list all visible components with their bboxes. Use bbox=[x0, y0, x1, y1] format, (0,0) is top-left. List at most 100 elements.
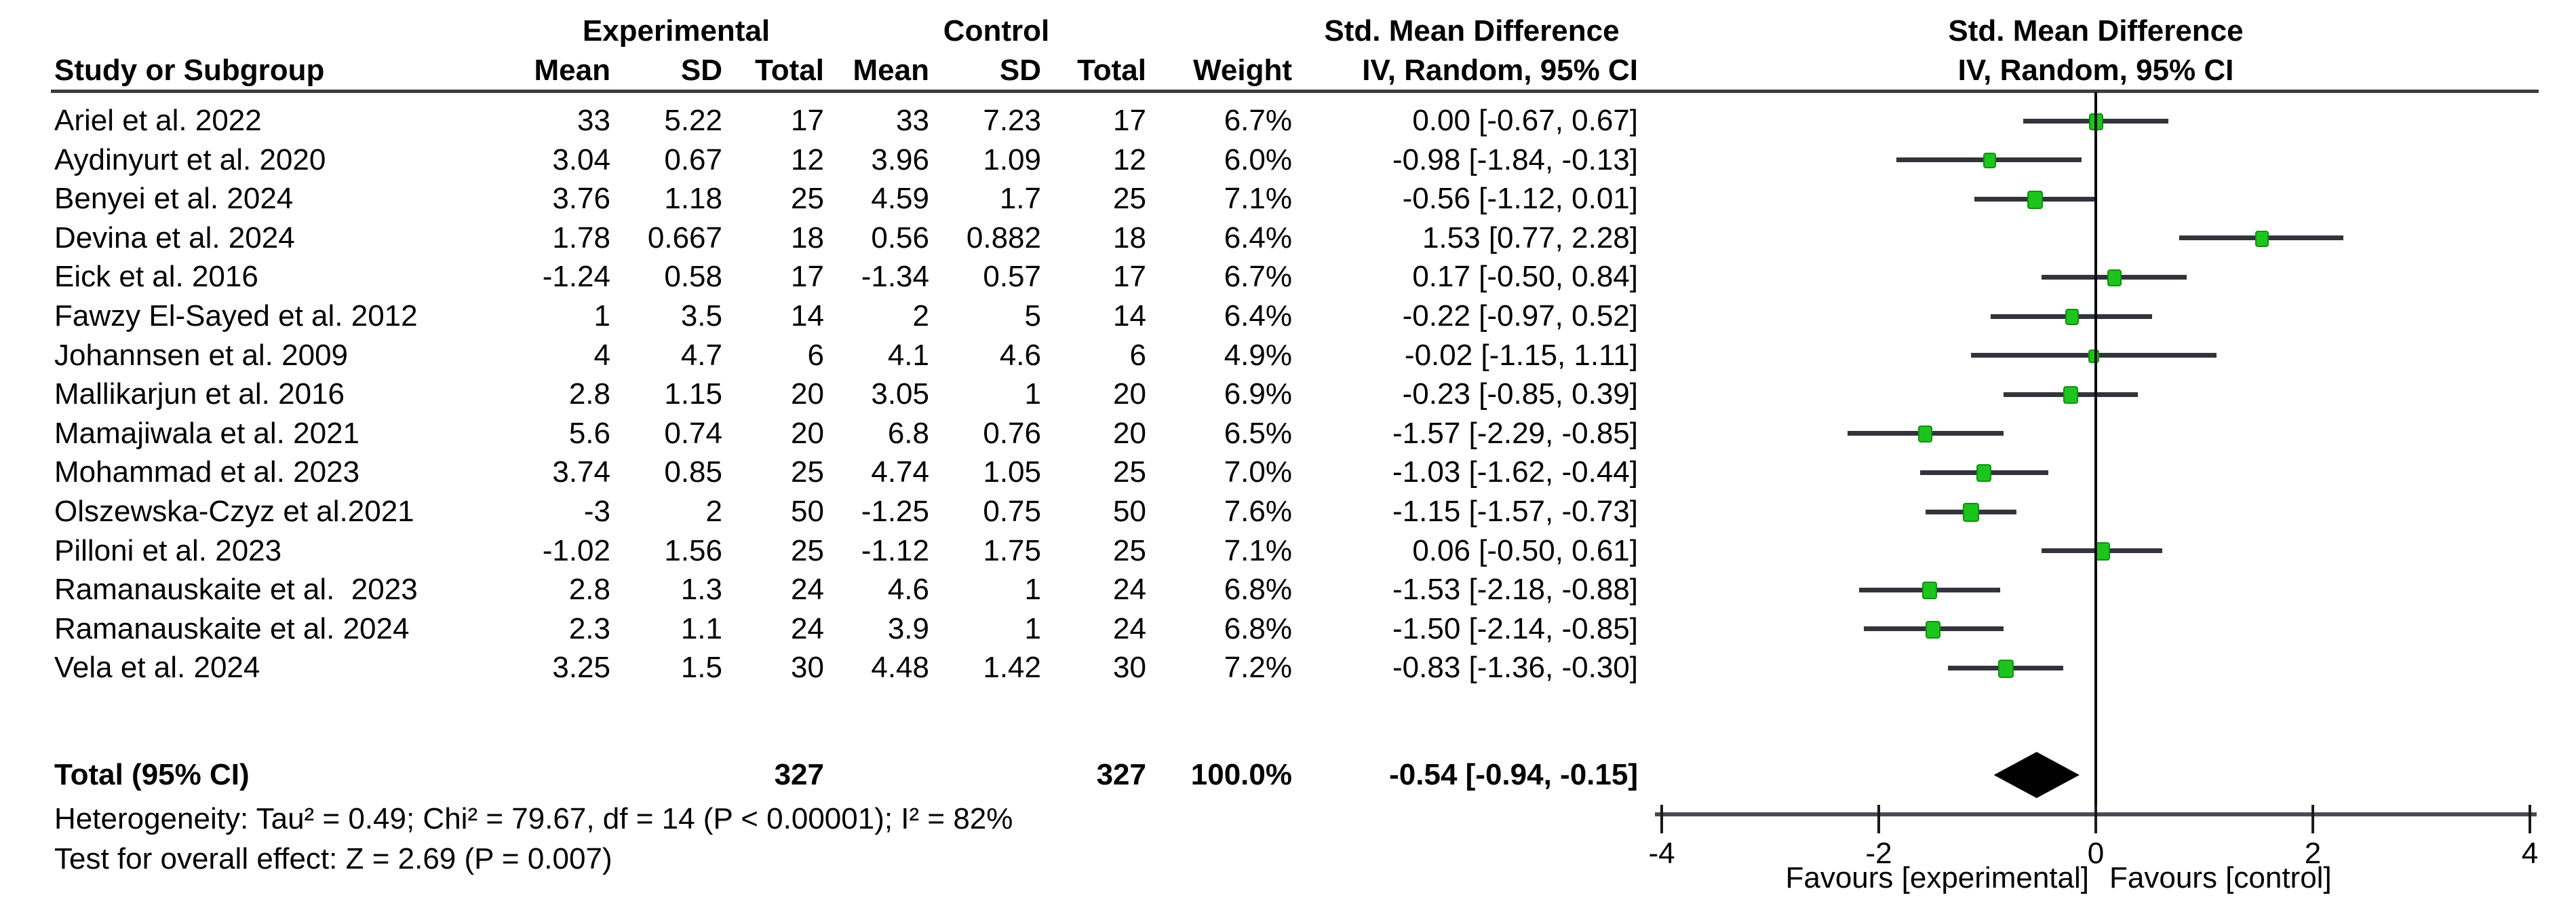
axis-tick bbox=[1660, 805, 1663, 833]
smd-text-cell: -0.56 [-1.12, 0.01] bbox=[1402, 182, 1638, 216]
ci-marker bbox=[1918, 425, 1933, 443]
axis-tick-label: 2 bbox=[2304, 837, 2322, 870]
axis-tick-label: 0 bbox=[2087, 837, 2105, 870]
study-name: Mallikarjun et al. 2016 bbox=[54, 377, 345, 411]
favours-experimental-label: Favours [experimental] bbox=[1785, 861, 2089, 894]
exp-sd-cell: 3.5 bbox=[680, 299, 722, 333]
col-header-exp-sd: SD bbox=[680, 54, 722, 87]
ctl-sd-cell: 1.42 bbox=[983, 651, 1041, 685]
exp-sd-cell: 0.85 bbox=[664, 455, 722, 489]
exp-mean-cell: 4 bbox=[593, 338, 610, 372]
ctl-mean-cell: 33 bbox=[896, 104, 929, 137]
smd-text-cell: -0.23 [-0.85, 0.39] bbox=[1402, 377, 1638, 411]
study-name: Devina et al. 2024 bbox=[54, 221, 295, 254]
exp-total-cell: 17 bbox=[791, 104, 824, 137]
study-name: Ramanauskaite et al. 2023 bbox=[54, 573, 418, 607]
axis-tick-label: -2 bbox=[1865, 837, 1892, 870]
exp-total-cell: 20 bbox=[791, 416, 824, 450]
exp-mean-cell: 3.74 bbox=[552, 455, 610, 489]
exp-total-cell: 25 bbox=[791, 182, 824, 216]
ctl-total-cell: 30 bbox=[1113, 651, 1146, 685]
exp-total-cell: 14 bbox=[791, 299, 824, 333]
smd-text-cell: -1.50 [-2.14, -0.85] bbox=[1392, 611, 1638, 645]
study-name: Olszewska-Czyz et al.2021 bbox=[54, 495, 414, 528]
exp-mean-cell: 2.3 bbox=[568, 611, 610, 645]
ci-marker bbox=[1997, 659, 2014, 678]
ctl-total-cell: 12 bbox=[1113, 143, 1146, 176]
axis-tick-label: 4 bbox=[2521, 837, 2539, 870]
weight-cell: 6.4% bbox=[1224, 299, 1292, 333]
ctl-total-cell: 25 bbox=[1113, 455, 1146, 489]
exp-mean-cell: -1.24 bbox=[542, 260, 610, 294]
col-header-weight: Weight bbox=[1193, 54, 1292, 87]
axis-tick bbox=[2529, 805, 2531, 833]
ctl-total-cell: 17 bbox=[1113, 104, 1146, 137]
exp-total-cell: 24 bbox=[791, 573, 824, 607]
exp-total-cell: 12 bbox=[791, 143, 824, 176]
ctl-mean-cell: 3.96 bbox=[871, 143, 929, 176]
ctl-total-cell: 20 bbox=[1113, 416, 1146, 450]
smd-text-cell: -1.57 [-2.29, -0.85] bbox=[1392, 416, 1638, 450]
smd-text-cell: 0.06 [-0.50, 0.61] bbox=[1412, 533, 1638, 567]
total-smd: -0.54 [-0.94, -0.15] bbox=[1389, 758, 1638, 791]
ctl-total-cell: 24 bbox=[1113, 611, 1146, 645]
exp-mean-cell: 3.76 bbox=[552, 182, 610, 216]
study-name: Vela et al. 2024 bbox=[54, 651, 260, 685]
exp-total-cell: 20 bbox=[791, 377, 824, 411]
ctl-mean-cell: 4.59 bbox=[871, 182, 929, 216]
group-header-experimental: Experimental bbox=[582, 14, 770, 48]
study-name: Mohammad et al. 2023 bbox=[54, 455, 360, 489]
ctl-total-cell: 18 bbox=[1113, 221, 1146, 254]
header-rule bbox=[51, 90, 2539, 93]
exp-sd-cell: 1.56 bbox=[664, 533, 722, 567]
col-header-ctl-sd: SD bbox=[999, 54, 1041, 87]
weight-cell: 6.8% bbox=[1224, 573, 1292, 607]
smd-text-cell: -1.03 [-1.62, -0.44] bbox=[1392, 455, 1638, 489]
ci-marker bbox=[2027, 190, 2043, 209]
ctl-mean-cell: -1.25 bbox=[861, 495, 929, 528]
exp-total-cell: 25 bbox=[791, 455, 824, 489]
col-header-ctl-mean: Mean bbox=[853, 54, 929, 87]
exp-total-cell: 6 bbox=[807, 338, 824, 372]
weight-cell: 7.1% bbox=[1224, 182, 1292, 216]
weight-cell: 6.0% bbox=[1224, 143, 1292, 176]
exp-sd-cell: 0.74 bbox=[664, 416, 722, 450]
ctl-sd-cell: 0.57 bbox=[983, 260, 1041, 294]
ctl-sd-cell: 0.882 bbox=[966, 221, 1041, 254]
exp-sd-cell: 1.18 bbox=[664, 182, 722, 216]
exp-total-cell: 30 bbox=[791, 651, 824, 685]
exp-sd-cell: 5.22 bbox=[664, 104, 722, 137]
group-header-control: Control bbox=[943, 14, 1050, 48]
ctl-sd-cell: 4.6 bbox=[999, 338, 1041, 372]
ctl-mean-cell: 4.6 bbox=[887, 573, 929, 607]
exp-sd-cell: 1.1 bbox=[680, 611, 722, 645]
ctl-sd-cell: 0.76 bbox=[983, 416, 1041, 450]
study-name: Johannsen et al. 2009 bbox=[54, 338, 349, 372]
ctl-sd-cell: 1.7 bbox=[999, 182, 1041, 216]
overall-effect-note: Test for overall effect: Z = 2.69 (P = 0… bbox=[54, 842, 612, 875]
total-weight: 100.0% bbox=[1190, 758, 1292, 791]
ctl-sd-cell: 1.75 bbox=[983, 533, 1041, 567]
ctl-mean-cell: 6.8 bbox=[887, 416, 929, 450]
ci-marker bbox=[1922, 582, 1938, 600]
ctl-mean-cell: 0.56 bbox=[871, 221, 929, 254]
ctl-mean-cell: 3.9 bbox=[887, 611, 929, 645]
weight-cell: 6.7% bbox=[1224, 260, 1292, 294]
ctl-mean-cell: 4.74 bbox=[871, 455, 929, 489]
study-name: Ariel et al. 2022 bbox=[54, 104, 262, 137]
exp-total-cell: 18 bbox=[791, 221, 824, 254]
axis-tick bbox=[1877, 805, 1880, 833]
axis-tick-label: -4 bbox=[1648, 837, 1675, 870]
exp-total-cell: 25 bbox=[791, 533, 824, 567]
ctl-total-cell: 50 bbox=[1113, 495, 1146, 528]
weight-cell: 7.2% bbox=[1224, 651, 1292, 685]
ctl-total-cell: 14 bbox=[1113, 299, 1146, 333]
ctl-mean-cell: -1.12 bbox=[861, 533, 929, 567]
col-header-exp-total: Total bbox=[755, 54, 824, 87]
weight-cell: 6.4% bbox=[1224, 221, 1292, 254]
ci-marker bbox=[2063, 386, 2079, 404]
ctl-mean-cell: 3.05 bbox=[871, 377, 929, 411]
study-name: Ramanauskaite et al. 2024 bbox=[54, 611, 410, 645]
axis-tick bbox=[2311, 805, 2314, 833]
ci-marker bbox=[2107, 269, 2122, 286]
